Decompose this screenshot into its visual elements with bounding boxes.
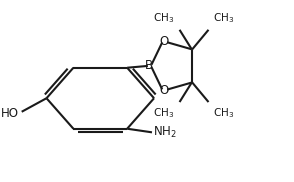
Text: HO: HO: [1, 107, 19, 120]
Text: CH$_3$: CH$_3$: [153, 106, 174, 120]
Text: O: O: [160, 35, 169, 48]
Text: CH$_3$: CH$_3$: [213, 11, 234, 25]
Text: CH$_3$: CH$_3$: [153, 11, 174, 25]
Text: NH$_2$: NH$_2$: [153, 125, 177, 140]
Text: B: B: [145, 59, 153, 72]
Text: CH$_3$: CH$_3$: [213, 106, 234, 120]
Text: O: O: [160, 84, 169, 97]
